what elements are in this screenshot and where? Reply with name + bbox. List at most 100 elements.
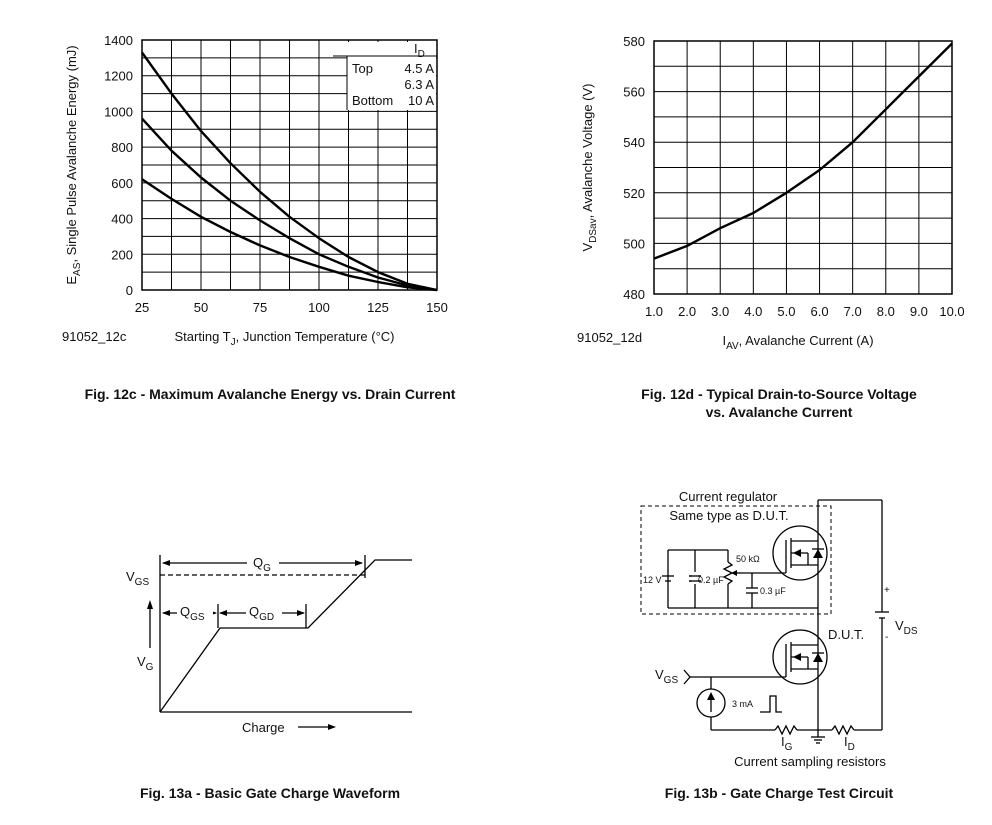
label-sub: J [231, 337, 236, 348]
gate-charge-circuit-shape [731, 570, 737, 576]
x-tick-label: 150 [426, 300, 448, 315]
series-line [653, 42, 953, 260]
label-main: V [655, 667, 664, 682]
label-sub: GD [259, 612, 274, 623]
label-main: I [722, 333, 726, 348]
caption: Fig. 12d - Typical Drain-to-Source Volta… [641, 386, 917, 402]
caption: Fig. 12c - Maximum Avalanche Energy vs. … [85, 386, 456, 402]
label-main: V [580, 243, 595, 252]
dut-label: D.U.T. [828, 627, 864, 642]
label-rest: , Junction Temperature (°C) [236, 329, 395, 344]
legend-bottom: Bottom [352, 93, 393, 108]
y-tick-label: 800 [111, 140, 133, 155]
label-sub: G [785, 742, 793, 753]
plot-frame [141, 39, 438, 291]
gate-charge-circuit-shape [772, 629, 828, 685]
cap1-label: 0.2 µF [698, 575, 724, 585]
battery-label: 12 V [643, 575, 662, 585]
x-tick-label: 10.0 [939, 304, 964, 319]
source-label: 3 mA [732, 699, 753, 709]
y-tick-label: 1400 [104, 33, 133, 48]
figure-id: 91052_12c [62, 329, 127, 344]
y-tick-label: 560 [623, 85, 645, 100]
x-tick-label: 2.0 [678, 304, 696, 319]
label-main: I [781, 734, 785, 749]
y-tick-label: 200 [111, 247, 133, 262]
vgs-label: VGS [126, 569, 149, 588]
gate-charge-circuit-shape [772, 525, 828, 581]
gate-charge-circuit-shape [707, 692, 715, 700]
label-main: I [844, 734, 848, 749]
label-main: V [126, 569, 135, 584]
label-sub: G [263, 563, 271, 574]
cap2-label: 0.3 µF [760, 586, 786, 596]
series-line [141, 51, 438, 292]
x-tick-label: 100 [308, 300, 330, 315]
y-axis-label: VDSav, Avalanche Voltage (V) [580, 83, 599, 251]
label-sub: DS [904, 626, 918, 637]
label-sub: DSav [588, 218, 599, 242]
legend-entry: 10 A [408, 93, 434, 108]
qgs-label: QGS [180, 604, 205, 623]
gate-charge-waveform-shape [247, 553, 279, 571]
x-tick-label: 6.0 [811, 304, 829, 319]
caption: Fig. 13b - Gate Charge Test Circuit [665, 785, 894, 801]
gate-charge-circuit-shape [760, 695, 782, 713]
y-tick-label: 480 [623, 287, 645, 302]
y-tick-label: 1000 [104, 104, 133, 119]
y-tick-label: 540 [623, 135, 645, 150]
label-sub: GS [664, 675, 679, 686]
y-tick-label: 600 [111, 176, 133, 191]
x-tick-label: 1.0 [645, 304, 663, 319]
gate-charge-circuit-shape [692, 572, 698, 584]
x-axis-label: IAV, Avalanche Current (A) [722, 333, 873, 352]
y-axis-label: EAS, Single Pulse Avalanche Energy (mJ) [64, 45, 83, 284]
legend-box [347, 42, 436, 110]
label-sub: GS [190, 612, 205, 623]
sampling-label: Current sampling resistors [734, 754, 886, 769]
id-label: ID [844, 734, 855, 753]
label-main: Q [249, 604, 259, 619]
figure-id: 91052_12d [577, 330, 642, 345]
label-sub: AS [72, 262, 83, 276]
gate-charge-circuit-shape [793, 653, 801, 661]
legend-title: ID [414, 41, 425, 60]
gate-charge-circuit-shape [831, 724, 855, 736]
label-main: Q [253, 555, 263, 570]
label-rest: , Avalanche Current (A) [739, 333, 874, 348]
x-tick-label: 3.0 [711, 304, 729, 319]
gate-charge-waveform-shape [246, 604, 282, 620]
label-main: E [64, 276, 79, 285]
gate-charge-waveform-shape [297, 610, 305, 616]
label-main: Starting T [175, 329, 231, 344]
chart: 25 50 75 100 125 150 0 200 400 600 800 1000 1200 1400… [62, 33, 456, 402]
gate-charge-circuit-shape [793, 549, 801, 557]
label-rest: , Single Pulse Avalanche Energy (mJ) [64, 45, 79, 262]
gate-charge-circuit-shape [813, 549, 823, 558]
label-main: Q [180, 604, 190, 619]
x-tick-label: 25 [135, 300, 149, 315]
gate-charge-circuit: Current regulator Same type as D.U.T. 50… [640, 489, 918, 801]
y-tick-label: 1200 [104, 69, 133, 84]
x-tick-label: 50 [194, 300, 208, 315]
y-tick-label: 580 [623, 34, 645, 49]
qgd-label: QGD [249, 604, 274, 623]
gate-charge-waveform: VGS QG QGS QGD VG Charge Fig. 13a - Basi… [126, 553, 412, 801]
gate-charge-waveform-shape [328, 724, 336, 730]
gate-charge-waveform-shape [162, 560, 170, 566]
ig-label: IG [781, 734, 793, 753]
label-main: V [137, 654, 146, 669]
gate-charge-waveform-shape [162, 610, 170, 616]
label-sub: GS [135, 577, 150, 588]
charts: 25 50 75 100 125 150 0 200 400 600 800 1000 1200 1400… [62, 33, 965, 420]
gate-charge-waveform-shape [219, 610, 227, 616]
qg-label: QG [253, 555, 271, 574]
charge-label: Charge [242, 720, 285, 735]
regulator-subtitle: Same type as D.U.T. [669, 508, 788, 523]
caption: Fig. 13a - Basic Gate Charge Waveform [140, 785, 400, 801]
plot-frame [653, 40, 953, 295]
y-tick-label: 500 [623, 236, 645, 251]
gate-charge-waveform-shape [177, 604, 213, 620]
gate-charge-waveform-shape [147, 600, 153, 609]
